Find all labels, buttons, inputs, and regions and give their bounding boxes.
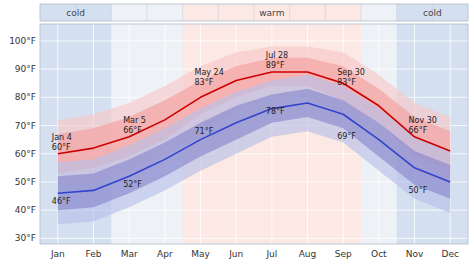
annotation-value: 71°F	[195, 127, 214, 136]
x-tick-label: Dec	[441, 249, 458, 259]
annotation-value: 52°F	[123, 180, 142, 189]
x-tick-label: Feb	[86, 249, 102, 259]
header-divider	[218, 4, 219, 21]
header-divider	[254, 4, 255, 21]
plot-area	[58, 47, 450, 225]
annotation-value: 83°F	[337, 78, 356, 87]
annotation: Jan 4	[51, 133, 72, 142]
header-divider	[361, 4, 362, 21]
line	[58, 72, 450, 154]
annotation-value: 66°F	[409, 126, 428, 135]
y-tick-label: 60°F	[15, 149, 36, 159]
header-frame	[40, 4, 468, 21]
y-tick-label: 90°F	[15, 64, 36, 74]
annotation: Jul 28	[265, 51, 288, 60]
x-tick-label: Aug	[299, 249, 317, 259]
header-divider	[396, 4, 397, 21]
annotation-value: 66°F	[123, 126, 142, 135]
y-tick-label: 40°F	[15, 205, 36, 215]
annotation: May 24	[195, 68, 224, 77]
line	[58, 103, 450, 193]
y-tick-label: 100°F	[9, 36, 36, 46]
annotation: Mar 5	[123, 116, 146, 125]
x-tick-label: Mar	[121, 249, 138, 259]
annotation-value: 78°F	[266, 107, 285, 116]
grid-line	[40, 40, 468, 41]
region-label: cold	[423, 8, 442, 18]
chart: cold warm cold 30°F 40°F 50°F 60°F 70°F 80°F 90°F…	[0, 0, 474, 271]
header-divider	[325, 4, 326, 21]
header-divider	[147, 4, 148, 21]
header-region	[397, 4, 468, 21]
region-label: warm	[259, 8, 284, 18]
annotation-value: 60°F	[52, 143, 71, 152]
header-background	[40, 4, 468, 21]
y-tick-label: 80°F	[15, 92, 36, 102]
x-tick-label: Oct	[371, 249, 387, 259]
annotation: Sep 30	[337, 68, 365, 77]
grid-line	[40, 238, 468, 239]
region-label: cold	[66, 8, 85, 18]
annotation: Nov 30	[409, 116, 437, 125]
y-tick-label: 30°F	[15, 233, 36, 243]
plot-frame	[40, 24, 468, 244]
annotation-value: 69°F	[337, 132, 356, 141]
x-tick-label: Jul	[265, 249, 277, 259]
x-tick-label: Apr	[157, 249, 173, 259]
header-divider	[182, 4, 183, 21]
x-tick-label: Jun	[228, 249, 243, 259]
header-divider	[289, 4, 290, 21]
header-divider	[111, 4, 112, 21]
header-region	[40, 4, 111, 21]
annotation-value: 83°F	[195, 78, 214, 87]
annotation-value: 50°F	[409, 186, 428, 195]
band	[58, 89, 450, 210]
y-tick-label: 70°F	[15, 121, 36, 131]
y-tick-label: 50°F	[15, 177, 36, 187]
band	[58, 75, 450, 224]
plot-background	[40, 24, 468, 244]
annotation-value: 89°F	[266, 61, 285, 70]
x-tick-label: Nov	[406, 249, 424, 259]
x-tick-label: May	[191, 249, 210, 259]
header-region	[183, 4, 361, 21]
x-tick-label: Sep	[335, 249, 352, 259]
x-tick-label: Jan	[50, 249, 65, 259]
annotation-value: 46°F	[52, 197, 71, 206]
